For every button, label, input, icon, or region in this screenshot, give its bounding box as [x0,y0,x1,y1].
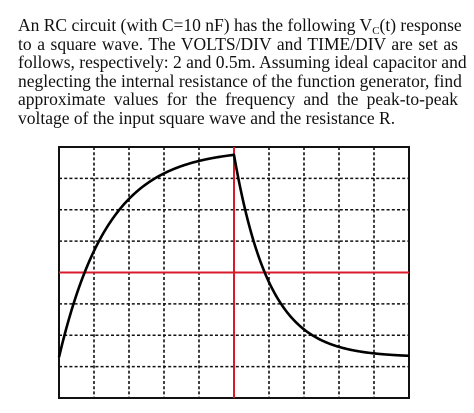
question-line-5: approximate values for the frequency and… [18,89,458,110]
question-line-1-main: An RC circuit (with C=10 nF) has the fol… [18,15,373,35]
question-line-1-end: (t) response [379,15,462,35]
vc-response-trace [57,153,410,358]
question-line-2: to a square wave. The VOLTS/DIV and TIME… [18,33,458,54]
question-line-4: neglecting the internal resistance of th… [18,70,462,91]
question-line-3: follows, respectively: 2 and 0.5m. Assum… [18,52,467,73]
question-line-6: voltage of the input square wave and the… [18,107,396,128]
question-text: An RC circuit (with C=10 nF) has the fol… [18,15,467,128]
question-line-1: An RC circuit (with C=10 nF) has the fol… [18,15,462,37]
capacitor-subscript: C [372,25,380,37]
